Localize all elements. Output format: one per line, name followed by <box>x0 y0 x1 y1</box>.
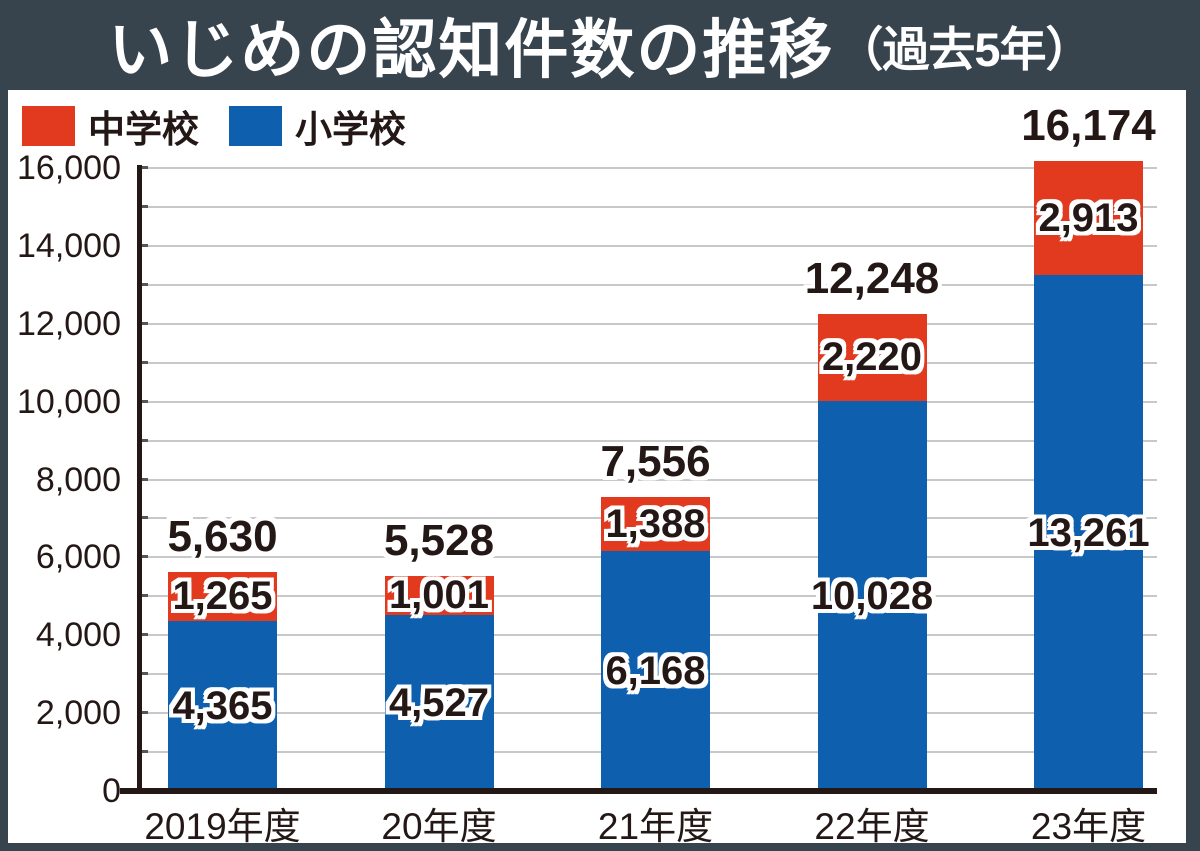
x-axis-label: 20年度 <box>381 806 497 847</box>
x-axis-label: 2019年度 <box>144 806 301 847</box>
x-axis-label: 22年度 <box>814 806 930 847</box>
chart-title: いじめの認知件数の推移 <box>108 14 835 86</box>
y-axis-label: 12,000 <box>17 304 121 343</box>
segment-value-junior-high: 1,265 <box>172 574 273 619</box>
junior-high-swatch-icon <box>22 106 75 146</box>
gridline <box>137 361 1157 364</box>
total-value-label: 7,556 <box>600 436 711 486</box>
y-axis-label: 0 <box>102 772 121 810</box>
y-axis-tick <box>137 166 148 169</box>
segment-value-elementary: 4,365 <box>172 684 273 729</box>
segment-value-elementary: 10,028 <box>810 573 934 618</box>
y-axis-tick <box>137 321 148 325</box>
y-axis-label: 16,000 <box>17 149 121 187</box>
legend: 中学校 小学校 <box>22 99 406 153</box>
chart-title-suffix: （過去5年） <box>836 22 1092 76</box>
bar-segment-junior-high <box>817 314 927 401</box>
segment-value-junior-high: 2,220 <box>821 335 923 380</box>
y-axis-tick <box>137 282 148 286</box>
y-axis-tick <box>137 711 148 715</box>
y-axis-tick <box>137 594 148 598</box>
bar-segment-junior-high <box>1034 161 1143 275</box>
y-axis-tick <box>137 438 148 442</box>
y-axis-label: 6,000 <box>35 538 121 577</box>
y-axis-tick <box>137 750 148 754</box>
y-axis-line <box>137 165 142 791</box>
gridline <box>137 400 1157 403</box>
gridline <box>137 167 1157 169</box>
segment-value-junior-high: 1,388 <box>605 501 706 546</box>
legend-item-junior-high: 中学校 <box>22 99 199 153</box>
segment-value-junior-high: 2,913 <box>1038 195 1139 240</box>
y-axis-tick <box>137 477 148 481</box>
elementary-swatch-icon <box>229 106 282 146</box>
y-axis-tick <box>137 555 148 559</box>
y-axis-label: 14,000 <box>17 226 121 265</box>
x-axis-line <box>120 788 1157 794</box>
x-axis-label: 23年度 <box>1030 806 1147 847</box>
bar-segment-elementary <box>817 400 927 791</box>
gridline <box>137 478 1157 481</box>
total-value-label: 5,630 <box>167 511 278 561</box>
bar-segment-junior-high <box>384 575 494 615</box>
gridline <box>137 205 1157 208</box>
segment-value-elementary: 13,261 <box>1027 510 1150 555</box>
y-axis-label: 2,000 <box>35 694 121 733</box>
y-axis-label: 10,000 <box>17 382 121 421</box>
bar-segment-elementary <box>168 621 277 791</box>
segment-value-junior-high: 1,001 <box>388 573 490 618</box>
y-axis-label: 4,000 <box>35 616 121 655</box>
bar-segment-elementary <box>384 614 494 791</box>
bar-segment-elementary <box>1034 274 1143 791</box>
total-value-label: 16,174 <box>1021 101 1156 151</box>
y-axis-tick <box>137 399 148 403</box>
y-axis-tick <box>137 204 148 208</box>
legend-item-elementary: 小学校 <box>229 99 406 153</box>
gridline <box>137 244 1157 247</box>
segment-value-elementary: 4,527 <box>388 680 490 725</box>
gridline <box>137 283 1157 286</box>
bar-group: 13,261 2,913 16,174 <box>1021 103 1156 791</box>
gridline <box>137 439 1157 442</box>
x-axis-label: 21年度 <box>597 806 714 847</box>
bar-group: 4,365 1,265 5,630 <box>167 168 278 791</box>
y-axis-tick <box>137 360 148 364</box>
y-axis-tick <box>137 672 148 676</box>
segment-value-elementary: 6,168 <box>605 648 706 693</box>
y-axis-tick <box>137 516 148 520</box>
total-value-label: 12,248 <box>804 254 940 304</box>
y-axis-tick <box>137 243 148 247</box>
bar-group: 10,028 2,220 12,248 <box>805 168 939 791</box>
y-axis: 0 2,000 4,000 6,000 8,000 10,000 12,000 14,000 1… <box>0 150 121 809</box>
y-axis-label: 8,000 <box>35 460 121 499</box>
total-value-label: 5,528 <box>383 515 495 565</box>
bar-segment-junior-high <box>168 571 277 622</box>
bar-group: 6,168 1,388 7,556 <box>600 168 711 791</box>
plot-area: 4,365 1,265 5,630 4,527 1,001 5,528 6,168 1,388… <box>137 103 1157 791</box>
bar-segment-elementary <box>601 550 710 791</box>
legend-label-junior-high: 中学校 <box>88 109 199 150</box>
title-bar: いじめの認知件数の推移 （過去5年） <box>0 0 1200 90</box>
gridline <box>137 322 1157 325</box>
bar-group: 4,527 1,001 5,528 <box>384 168 494 791</box>
bar-segment-junior-high <box>601 496 710 551</box>
legend-label-elementary: 小学校 <box>295 109 406 150</box>
y-axis-tick <box>137 633 148 637</box>
